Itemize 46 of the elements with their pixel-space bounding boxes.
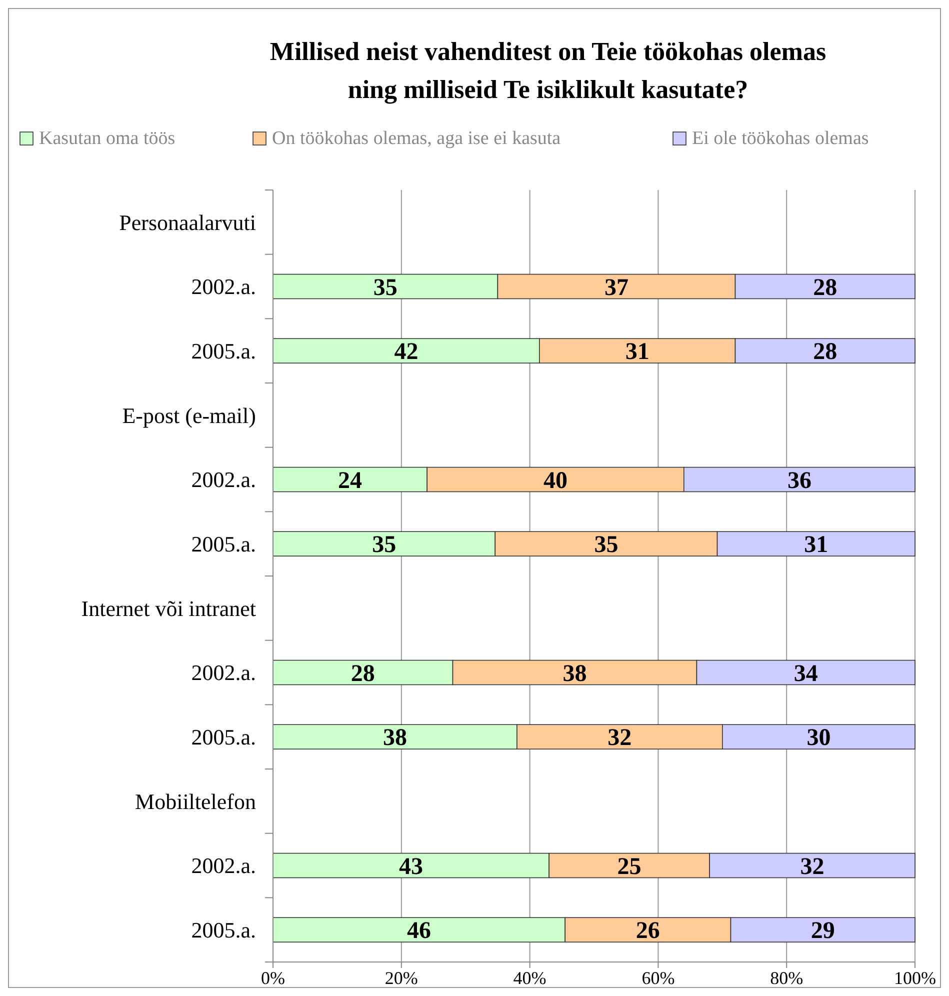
y-tick-label: Internet või intranet	[81, 596, 256, 621]
data-label: 30	[806, 725, 831, 752]
x-tick-label: 80%	[770, 968, 804, 988]
data-label: 43	[399, 854, 424, 880]
data-label: 36	[787, 468, 812, 494]
data-label: 29	[810, 918, 835, 944]
y-tick-label: 2002.a.	[191, 660, 256, 686]
data-label: 40	[543, 468, 568, 494]
x-tick-label: 0%	[261, 968, 285, 988]
data-label: 38	[562, 660, 587, 687]
data-label: 28	[813, 339, 838, 366]
x-tick-label: 40%	[513, 968, 546, 988]
data-label: 35	[372, 532, 396, 558]
data-label: 38	[382, 725, 407, 752]
data-label: 42	[394, 339, 418, 366]
data-label: 25	[617, 854, 642, 880]
y-tick-label: E-post (e-mail)	[122, 402, 256, 428]
data-label: 31	[804, 532, 828, 558]
y-tick-label: 2005.a.	[191, 918, 256, 943]
data-label: 26	[636, 918, 660, 944]
data-label: 34	[794, 660, 818, 687]
data-label: 24	[338, 468, 362, 494]
legend-label: Kasutan oma töös	[39, 128, 176, 149]
y-tick-label: 2002.a.	[191, 467, 256, 492]
y-tick-label: Mobiiltelefon	[135, 788, 256, 814]
x-tick-label: 20%	[384, 968, 418, 988]
data-label: 32	[608, 725, 632, 752]
data-label: 35	[373, 274, 398, 301]
y-tick-label: 2005.a.	[191, 532, 256, 557]
data-label: 32	[800, 854, 824, 880]
legend-label: Ei ole töökohas olemas	[692, 128, 869, 149]
chart-title: Millised neist vahenditest on Teie töökohas olemas ning milliseid Te isiklikult kasutate?	[270, 37, 826, 104]
data-label: 35	[594, 532, 618, 558]
data-label: 46	[407, 918, 432, 944]
x-tick-label: 100%	[894, 968, 936, 988]
y-tick-label: 2002.a.	[191, 853, 256, 878]
data-label: 28	[813, 274, 838, 301]
data-label: 37	[604, 274, 628, 301]
legend-label: On töökohas olemas, aga ise ei kasuta	[272, 128, 562, 149]
data-label: 31	[625, 339, 650, 366]
y-tick-label: 2005.a.	[191, 338, 256, 364]
y-tick-label: Personaalarvuti	[119, 210, 256, 235]
x-tick-label: 60%	[642, 968, 675, 988]
y-tick-label: 2005.a.	[191, 724, 256, 750]
y-tick-label: 2002.a.	[191, 274, 256, 300]
data-label: 28	[350, 660, 375, 687]
